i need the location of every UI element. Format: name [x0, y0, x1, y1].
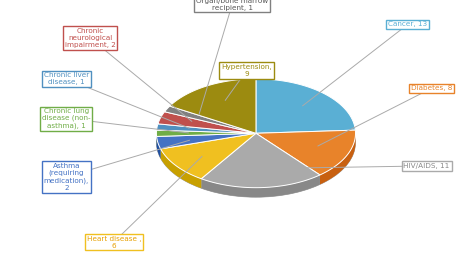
Text: Chronic
neurological
impairment, 2: Chronic neurological impairment, 2	[64, 28, 116, 48]
Text: Heart disease ,
6: Heart disease , 6	[87, 236, 141, 249]
Text: Hypertension,
9: Hypertension, 9	[221, 64, 272, 77]
Polygon shape	[164, 106, 256, 133]
Polygon shape	[161, 133, 256, 179]
Polygon shape	[156, 130, 256, 137]
Polygon shape	[201, 133, 320, 188]
Text: Chronic liver
disease, 1: Chronic liver disease, 1	[44, 72, 89, 85]
Text: Cancer, 13: Cancer, 13	[388, 21, 427, 27]
Polygon shape	[156, 133, 256, 149]
Text: HIV/AIDS, 11: HIV/AIDS, 11	[403, 163, 450, 169]
Polygon shape	[256, 79, 356, 133]
Polygon shape	[161, 149, 201, 188]
Polygon shape	[256, 130, 356, 175]
Text: Asthma
(requiring
medication),
2: Asthma (requiring medication), 2	[44, 163, 89, 191]
Polygon shape	[158, 112, 256, 133]
Polygon shape	[201, 175, 320, 197]
Text: Organ/bone marrow
recipient, 1: Organ/bone marrow recipient, 1	[196, 0, 268, 11]
Text: Diabetes, 8: Diabetes, 8	[410, 85, 452, 91]
Ellipse shape	[156, 88, 356, 197]
Polygon shape	[156, 137, 161, 158]
Polygon shape	[156, 124, 256, 133]
Polygon shape	[320, 133, 356, 184]
Text: Chronic lung
disease (non-
asthma), 1: Chronic lung disease (non- asthma), 1	[42, 108, 91, 129]
Polygon shape	[170, 79, 256, 133]
